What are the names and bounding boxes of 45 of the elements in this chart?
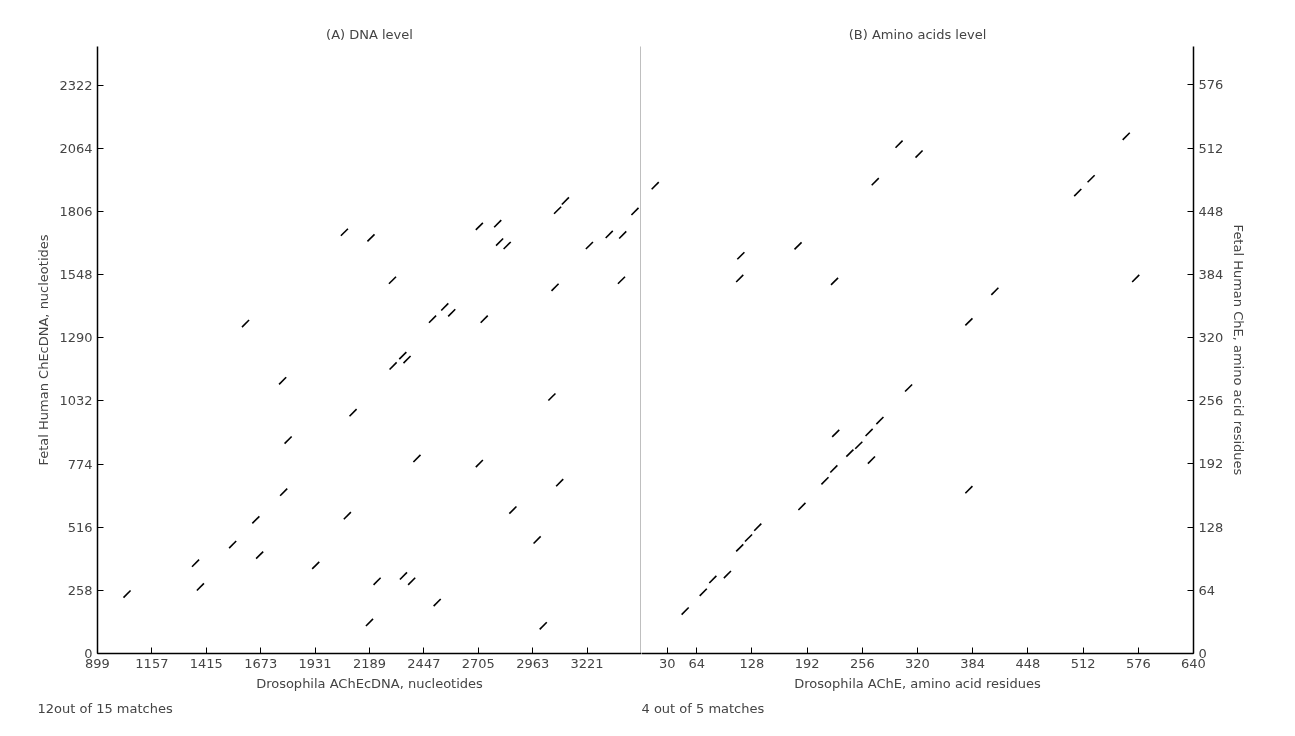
x-tick-label: 64: [688, 655, 705, 671]
x-tick-label: 256: [849, 655, 875, 671]
y-tick-label: 2322: [59, 77, 93, 93]
x-tick-label: 1673: [244, 655, 278, 671]
y2-axis-title: Fetal Human ChE, amino acid residues: [1231, 224, 1247, 476]
y2-tick-label: 192: [1198, 456, 1224, 472]
x-tick-label: 1931: [298, 655, 332, 671]
x-axis-title: Drosophila AChEcDNA, nucleotides: [256, 675, 484, 691]
x-tick-label: 30: [659, 655, 676, 671]
y-axis-title: Fetal Human ChEcDNA, nucleotides: [36, 234, 52, 466]
y2-tick-label: 128: [1198, 519, 1224, 535]
y-tick-label: 258: [67, 582, 93, 598]
y-tick-label: 1548: [59, 267, 93, 283]
x-tick-label: 2189: [352, 655, 387, 671]
x-axis-title: Drosophila AChE, amino acid residues: [794, 675, 1041, 691]
y2-tick-label: 512: [1198, 140, 1224, 156]
x-tick-label: 2447: [407, 655, 441, 671]
chart-title: (A) DNA level: [326, 26, 413, 42]
y-tick-label: 516: [67, 519, 93, 535]
y2-tick-label: 64: [1198, 582, 1216, 598]
y2-tick-label: 448: [1198, 203, 1224, 219]
x-tick-label: 448: [1015, 655, 1041, 671]
x-tick-label: 3221: [570, 655, 604, 671]
x-tick-label: 1157: [135, 655, 169, 671]
y2-tick-label: 320: [1198, 330, 1224, 346]
x-tick-label: 192: [794, 655, 820, 671]
x-tick-label: 2963: [516, 655, 550, 671]
text: 12out of 15 matches: [37, 700, 173, 716]
x-tick-label: 128: [739, 655, 765, 671]
x-tick-label: 2705: [461, 655, 495, 671]
x-tick-label: 576: [1125, 655, 1151, 671]
y2-tick-label: 576: [1198, 77, 1224, 93]
y-tick-label: 774: [67, 456, 93, 472]
x-tick-label: 384: [960, 655, 986, 671]
x-tick-label: 320: [905, 655, 930, 671]
y-tick-label: 1032: [59, 393, 93, 409]
y-tick-label: 2064: [59, 140, 93, 156]
x-tick-label: 512: [1070, 655, 1096, 671]
y-tick-label: 1806: [59, 203, 93, 219]
text: 4 out of 5 matches: [641, 700, 765, 716]
x-tick-label: 1415: [189, 655, 223, 671]
y2-tick-label: 384: [1198, 267, 1224, 282]
chart-title: (B) Amino acids level: [848, 26, 987, 42]
y-tick-label: 1290: [59, 330, 93, 346]
y2-tick-label: 256: [1198, 393, 1224, 409]
